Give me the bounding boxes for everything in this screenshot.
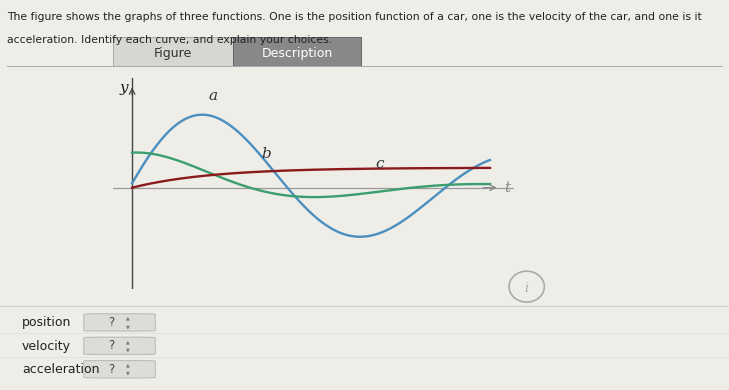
Text: acceleration. Identify each curve, and explain your choices.: acceleration. Identify each curve, and e… bbox=[7, 35, 332, 45]
FancyBboxPatch shape bbox=[84, 314, 155, 331]
Text: ?: ? bbox=[108, 339, 114, 352]
Text: c: c bbox=[375, 156, 384, 170]
Text: ▼: ▼ bbox=[125, 347, 130, 352]
FancyBboxPatch shape bbox=[84, 337, 155, 355]
Text: acceleration: acceleration bbox=[22, 363, 99, 376]
Text: ?: ? bbox=[108, 316, 114, 329]
Text: ▲: ▲ bbox=[125, 316, 130, 321]
FancyBboxPatch shape bbox=[84, 361, 155, 378]
Text: ▼: ▼ bbox=[125, 324, 130, 329]
Text: a: a bbox=[208, 89, 217, 103]
Text: b: b bbox=[261, 147, 270, 161]
Text: velocity: velocity bbox=[22, 340, 71, 353]
Text: ▲: ▲ bbox=[125, 339, 130, 344]
Text: ?: ? bbox=[108, 363, 114, 376]
Text: ▼: ▼ bbox=[125, 371, 130, 376]
Text: ▲: ▲ bbox=[125, 363, 130, 367]
Text: i: i bbox=[525, 282, 529, 294]
Text: Description: Description bbox=[262, 47, 332, 60]
Text: position: position bbox=[22, 316, 71, 330]
Text: The figure shows the graphs of three functions. One is the position function of : The figure shows the graphs of three fun… bbox=[7, 12, 702, 22]
Text: y: y bbox=[119, 81, 128, 95]
Text: t: t bbox=[504, 181, 510, 195]
Text: Figure: Figure bbox=[154, 47, 192, 60]
